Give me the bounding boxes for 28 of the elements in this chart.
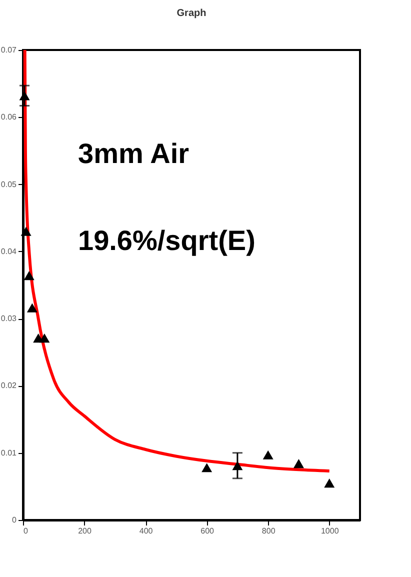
y-tick-label: 0.03 bbox=[0, 314, 18, 324]
y-tick-label: 0.01 bbox=[0, 448, 18, 458]
point bbox=[293, 459, 304, 468]
x-tick-label: 800 bbox=[262, 526, 276, 536]
annotation: 19.6%/sqrt(E) bbox=[78, 225, 256, 256]
point bbox=[24, 271, 34, 280]
chart-title: Graph bbox=[176, 8, 206, 19]
point bbox=[39, 334, 50, 343]
x-tick-label: 400 bbox=[139, 526, 154, 536]
line-series bbox=[23, 48, 331, 472]
y-tick-label: 0.04 bbox=[0, 246, 18, 256]
x-tick-label: 1000 bbox=[320, 526, 340, 536]
point bbox=[19, 91, 30, 100]
x-tick-label: 600 bbox=[200, 526, 215, 536]
y-tick-label: 0.05 bbox=[0, 180, 18, 189]
y-tick-label: 0 bbox=[12, 516, 18, 524]
point bbox=[26, 303, 38, 312]
x-tick-label: 0 bbox=[24, 526, 28, 536]
point bbox=[202, 463, 212, 472]
y-tick-label: 0.06 bbox=[0, 112, 18, 122]
y-tick-label: 0.02 bbox=[0, 381, 18, 390]
annotation: 3mm Air bbox=[78, 138, 190, 169]
point bbox=[324, 478, 335, 488]
point bbox=[20, 226, 32, 236]
x-tick-label: 200 bbox=[78, 526, 92, 536]
point bbox=[232, 461, 243, 470]
y-tick-label: 0.07 bbox=[0, 46, 18, 54]
point bbox=[262, 450, 274, 460]
